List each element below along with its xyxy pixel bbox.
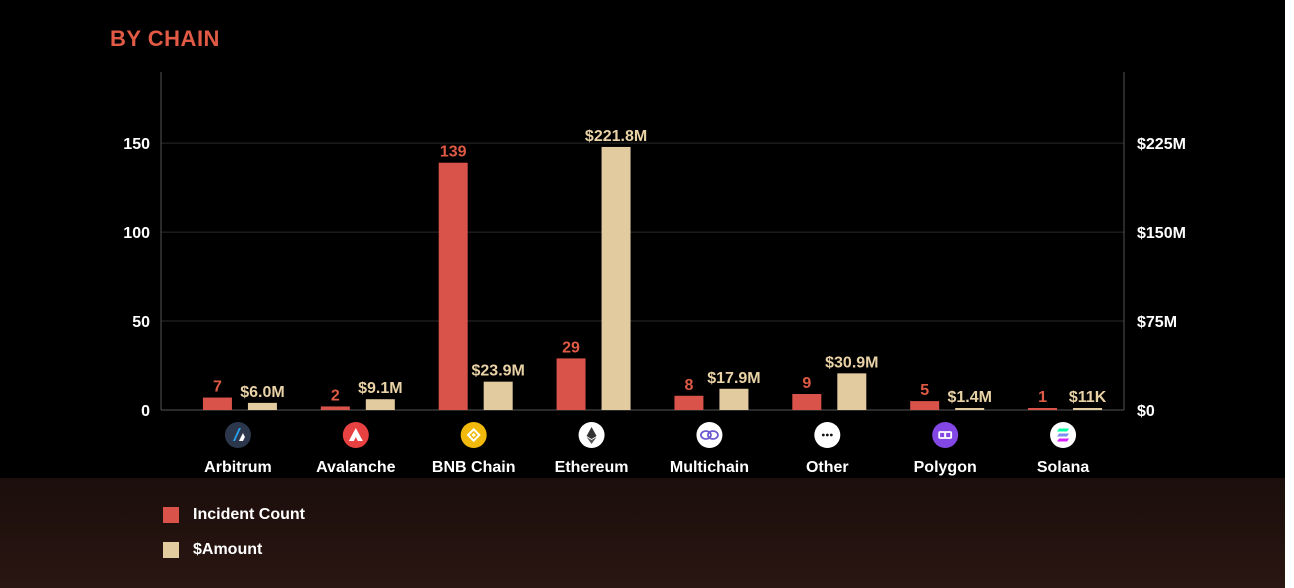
arbitrum-icon bbox=[224, 422, 251, 448]
legend-label-amount: $Amount bbox=[193, 541, 263, 558]
bar-incident-count bbox=[674, 395, 704, 410]
bar-incident-count bbox=[1028, 408, 1058, 410]
data-label-amount: $23.9M bbox=[472, 363, 525, 380]
avalanche-icon bbox=[342, 422, 369, 448]
bar-incident-count bbox=[910, 401, 940, 410]
bar-incident-count bbox=[438, 162, 468, 410]
data-label-amount: $1.4M bbox=[947, 389, 991, 406]
x-tick-label: Polygon bbox=[914, 459, 977, 476]
legend-item-amount: $Amount bbox=[163, 539, 305, 561]
x-tick-label: Multichain bbox=[670, 459, 749, 476]
x-tick-label: Other bbox=[806, 459, 849, 476]
legend-label-incident-count: Incident Count bbox=[193, 506, 305, 523]
other-icon bbox=[814, 422, 841, 448]
x-tick-label: Avalanche bbox=[316, 459, 396, 476]
bar-amount bbox=[601, 146, 631, 410]
bar-chart: 0 50 100 150 $0 $75M $150M $225M 7 $6.0M Arbitrum 2… bbox=[123, 72, 1186, 476]
y-left-tick-label: 150 bbox=[123, 136, 150, 153]
data-label-amount: $221.8M bbox=[585, 128, 647, 145]
bar-amount bbox=[955, 408, 985, 410]
bar-amount bbox=[247, 402, 277, 410]
y-right-tick-label: $225M bbox=[1137, 136, 1186, 153]
data-label-incident-count: 8 bbox=[684, 377, 693, 394]
bar-incident-count bbox=[320, 406, 350, 410]
data-label-amount: $11K bbox=[1069, 389, 1107, 406]
y-left-tick-label: 0 bbox=[141, 403, 150, 420]
data-label-incident-count: 7 bbox=[213, 379, 222, 396]
legend-swatch-incident-count bbox=[163, 507, 179, 523]
data-label-incident-count: 139 bbox=[440, 144, 467, 161]
bar-amount bbox=[837, 373, 867, 410]
bar-incident-count bbox=[202, 397, 232, 410]
bar-incident-count bbox=[556, 358, 586, 410]
bar-amount bbox=[365, 399, 395, 410]
legend: Incident Count $Amount bbox=[163, 504, 305, 574]
data-label-incident-count: 9 bbox=[802, 375, 811, 392]
ethereum-icon bbox=[578, 422, 605, 448]
x-tick-label: Ethereum bbox=[555, 459, 629, 476]
bar-incident-count bbox=[792, 393, 822, 410]
bnb-chain-icon bbox=[460, 422, 487, 448]
legend-swatch-amount bbox=[163, 542, 179, 558]
data-label-amount: $30.9M bbox=[825, 354, 878, 371]
data-label-incident-count: 5 bbox=[920, 382, 929, 399]
x-tick-label: BNB Chain bbox=[432, 459, 516, 476]
chart-title: BY CHAIN bbox=[110, 26, 220, 51]
y-left-tick-label: 50 bbox=[132, 314, 150, 331]
x-tick-label: Arbitrum bbox=[204, 459, 272, 476]
data-label-amount: $17.9M bbox=[707, 370, 760, 387]
polygon-icon bbox=[932, 422, 959, 448]
data-label-incident-count: 29 bbox=[562, 339, 580, 356]
y-right-tick-label: $0 bbox=[1137, 403, 1155, 420]
y-left-tick-label: 100 bbox=[123, 225, 150, 242]
data-label-amount: $6.0M bbox=[240, 384, 284, 401]
x-tick-label: Solana bbox=[1037, 459, 1090, 476]
y-right-tick-label: $150M bbox=[1137, 225, 1186, 242]
data-label-incident-count: 1 bbox=[1038, 389, 1047, 406]
solana-icon bbox=[1050, 422, 1077, 448]
bar-amount bbox=[483, 381, 513, 410]
bar-amount bbox=[1073, 408, 1103, 410]
multichain-icon bbox=[696, 422, 723, 448]
data-label-incident-count: 2 bbox=[331, 387, 340, 404]
bar-amount bbox=[719, 388, 749, 410]
data-label-amount: $9.1M bbox=[358, 380, 402, 397]
y-right-tick-label: $75M bbox=[1137, 314, 1177, 331]
legend-item-incident-count: Incident Count bbox=[163, 504, 305, 526]
